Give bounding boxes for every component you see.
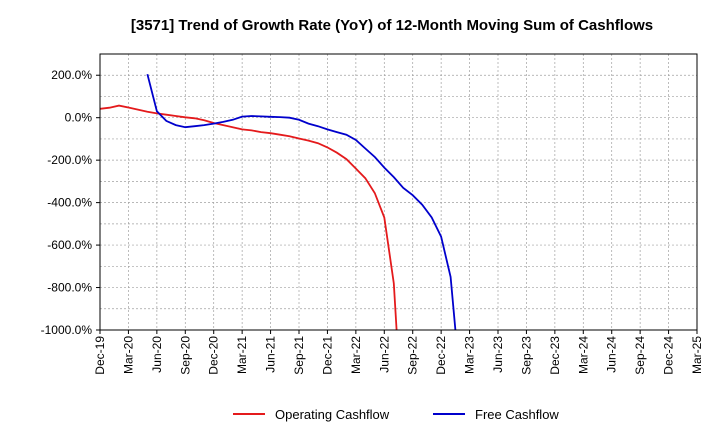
legend-label: Free Cashflow: [475, 407, 559, 422]
x-tick-label: Dec-22: [434, 336, 448, 375]
y-tick-label: -400.0%: [47, 196, 92, 210]
x-tick-label: Sep-21: [292, 336, 306, 375]
x-tick-label: Jun-20: [150, 336, 164, 373]
x-tick-label: Jun-24: [605, 336, 619, 373]
x-tick-label: Mar-21: [235, 336, 249, 374]
legend-label: Operating Cashflow: [275, 407, 390, 422]
y-tick-label: -800.0%: [47, 281, 92, 295]
x-tick-label: Mar-23: [463, 336, 477, 374]
x-tick-label: Dec-19: [93, 336, 107, 375]
x-tick-label: Sep-23: [519, 336, 533, 375]
x-tick-label: Sep-20: [178, 336, 192, 375]
series-line-free-cashflow: [146, 73, 457, 330]
x-tick-label: Sep-24: [633, 336, 647, 375]
chart-title: [3571] Trend of Growth Rate (YoY) of 12-…: [131, 17, 653, 34]
x-tick-label: Sep-22: [406, 336, 420, 375]
series-layer: [100, 73, 457, 330]
grid: [99, 53, 698, 331]
y-axis: 200.0% 0.0% -200.0% -400.0% -600.0% -800.0% -1…: [41, 68, 100, 337]
x-axis: Dec-19 Mar-20 Jun-20 Sep-20 Dec-20 Mar-21 Jun-…: [93, 330, 704, 375]
x-tick-label: Dec-23: [548, 336, 562, 375]
x-tick-label: Mar-25: [690, 336, 704, 374]
y-tick-label: -1000.0%: [41, 323, 93, 337]
series-line-operating-cashflow: [100, 104, 398, 330]
x-tick-label: Jun-23: [491, 336, 505, 373]
y-tick-label: -200.0%: [47, 153, 92, 167]
x-tick-label: Dec-24: [662, 336, 676, 375]
plot-frame: [99, 53, 698, 331]
legend: Operating Cashflow Free Cashflow: [233, 407, 559, 422]
x-tick-label: Jun-21: [264, 336, 278, 373]
y-tick-label: -600.0%: [47, 238, 92, 252]
x-tick-label: Dec-20: [207, 336, 221, 375]
y-tick-label: 200.0%: [51, 68, 92, 82]
x-tick-label: Mar-20: [121, 336, 135, 374]
x-tick-label: Mar-22: [349, 336, 363, 374]
x-tick-label: Mar-24: [576, 336, 590, 374]
x-tick-label: Jun-22: [377, 336, 391, 373]
y-tick-label: 0.0%: [65, 111, 93, 125]
x-tick-label: Dec-21: [320, 336, 334, 375]
